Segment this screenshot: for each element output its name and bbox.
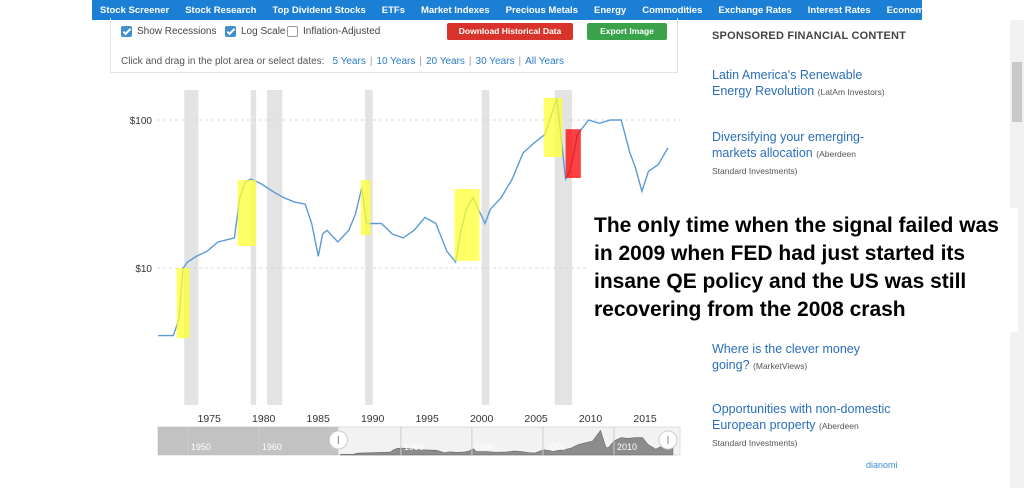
nav-item[interactable]: ETFs	[381, 4, 405, 16]
highlight-box	[176, 268, 190, 339]
navigator-mask	[158, 427, 339, 455]
checkbox[interactable]: Show Recessions	[121, 26, 216, 37]
separator: |	[419, 56, 422, 67]
ad-source: (Aberdeen Standard Investments)	[712, 149, 856, 176]
control-panel: Click and drag in the plot area or selec…	[110, 18, 678, 73]
range-link[interactable]: 20 Years	[425, 56, 465, 67]
ad-source: (Aberdeen Standard Investments)	[712, 421, 859, 448]
range-link[interactable]: 10 Years	[376, 56, 416, 67]
brand[interactable]: dianomi	[866, 460, 898, 470]
button[interactable]: Export Image	[587, 23, 667, 40]
checkbox-box[interactable]	[287, 26, 298, 37]
nav-bar: Stock Screener Stock Research Top Dividend…	[92, 0, 929, 20]
ad-title[interactable]: Diversifying your emerging-markets alloc…	[712, 130, 865, 160]
separator: |	[369, 56, 373, 67]
range-link[interactable]: All Years	[525, 56, 564, 67]
ad-title[interactable]: Opportunities with non-domestic European…	[712, 402, 891, 432]
highlight-box	[543, 97, 563, 157]
annotation: The only time when the signal failed was…	[588, 208, 1018, 332]
nav-item[interactable]: Energy	[593, 4, 627, 16]
ad[interactable]: Opportunities with non-domestic European…	[712, 401, 892, 451]
checkbox-label: Show Recessions	[137, 26, 217, 37]
nav-item[interactable]: Economy	[886, 4, 930, 16]
sidebar-heading: SPONSORED FINANCIAL CONTENT	[712, 30, 907, 42]
ad[interactable]: Where is the clever money going? (Market…	[712, 341, 892, 374]
navigator-label: 2000	[546, 442, 566, 452]
nav-item[interactable]: Interest Rates	[807, 4, 871, 16]
y-tick-label: $10	[135, 264, 152, 275]
prompt: Click and drag in the plot area or selec…	[121, 56, 325, 67]
nav-item[interactable]: Stock Research	[185, 4, 257, 16]
recession-band	[481, 90, 490, 405]
ad-title[interactable]: Where is the clever money going?	[712, 342, 860, 372]
navigator-label: 1990	[475, 442, 495, 452]
checkbox-label: Inflation-Adjusted	[303, 26, 381, 37]
ad[interactable]: Latin America's Renewable Energy Revolut…	[712, 67, 892, 100]
x-tick-label: 1985	[307, 413, 331, 425]
x-tick-label: 1990	[361, 413, 385, 425]
nav-item[interactable]: Top Dividend Stocks	[272, 4, 366, 16]
recession-band	[250, 90, 257, 405]
separator: |	[468, 56, 472, 67]
highlight-box	[360, 180, 371, 236]
x-tick-label: 1995	[415, 413, 439, 425]
x-tick-label: 2010	[579, 413, 603, 425]
recession-band	[184, 90, 199, 405]
nav-item[interactable]: Exchange Rates	[718, 4, 792, 16]
button[interactable]: Download Historical Data	[447, 23, 573, 40]
range-link[interactable]: 5 Years	[332, 56, 366, 67]
navigator-label: 1960	[262, 442, 282, 452]
highlight-box	[454, 189, 480, 261]
range-link[interactable]: 30 Years	[475, 56, 515, 67]
chart: $10 $100 1975 1980 1985 1990 1995 2000 2005 2010 2…	[130, 90, 681, 456]
nav-item[interactable]: Precious Metals	[505, 4, 578, 16]
checkbox-box[interactable]	[225, 26, 236, 37]
x-tick-label: 2005	[524, 413, 548, 425]
checkbox[interactable]: Inflation-Adjusted	[287, 26, 380, 37]
checkbox-box[interactable]	[121, 26, 132, 37]
highlight-box	[565, 129, 581, 178]
navigator-area	[340, 429, 674, 456]
nav-item[interactable]: Stock Screener	[100, 4, 170, 16]
ad-source: (LatAm Investors)	[817, 87, 885, 97]
nav-item[interactable]: Commodities	[642, 4, 703, 16]
x-tick-label: 2000	[470, 413, 494, 425]
recession-band	[365, 90, 373, 405]
x-tick-label: 2015	[633, 413, 657, 425]
checkbox[interactable]: Log Scale	[225, 26, 285, 37]
highlight-box	[237, 180, 257, 247]
ad-source: (MarketViews)	[753, 361, 808, 371]
navigator-label: 1980	[404, 442, 424, 452]
x-tick-label: 1980	[252, 413, 276, 425]
recession-band	[267, 90, 283, 405]
date-range-row: Click and drag in the plot area or selec…	[121, 56, 564, 67]
x-tick-label: 1975	[198, 413, 222, 425]
checkbox-label: Log Scale	[241, 26, 286, 37]
scrollbar-thumb[interactable]	[1012, 62, 1022, 122]
ad[interactable]: Diversifying your emerging-markets alloc…	[712, 129, 892, 179]
range-links: 5 Years | 10 Years | 20 Years | 30 Years | All Y…	[332, 56, 564, 67]
ad-title[interactable]: Latin America's Renewable Energy Revolut…	[712, 68, 863, 98]
navigator-label: 1950	[191, 442, 211, 452]
navigator-label: 2010	[617, 442, 637, 452]
separator: |	[518, 56, 522, 67]
nav-item[interactable]: Market Indexes	[420, 4, 490, 16]
y-tick-label: $100	[130, 116, 153, 127]
